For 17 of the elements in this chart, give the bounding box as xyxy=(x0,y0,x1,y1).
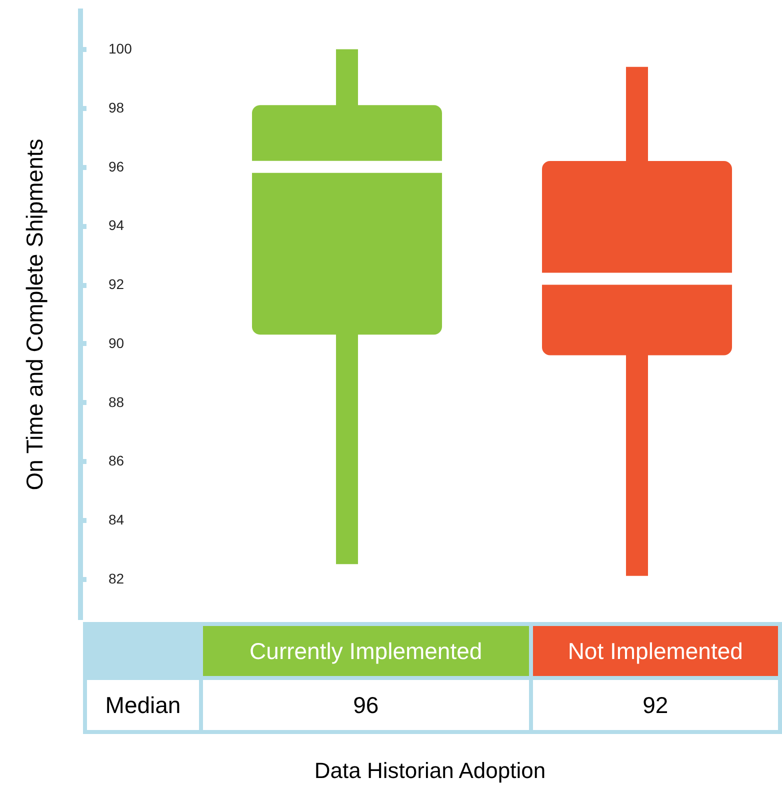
y-tick-label: 98 xyxy=(108,100,124,116)
y-tick-label: 100 xyxy=(108,40,132,57)
y-tick-label: 88 xyxy=(108,394,124,410)
text: 96 xyxy=(203,680,529,730)
y-tick-label: 92 xyxy=(108,276,124,292)
text: Median xyxy=(87,680,199,730)
x-axis-title: Data Historian Adoption xyxy=(313,758,547,784)
x-tick-label: Not Implemented xyxy=(532,626,778,676)
y-tick-label: 96 xyxy=(108,158,124,174)
y-tick-label: 82 xyxy=(108,570,124,586)
y-tick-label: 90 xyxy=(108,334,124,351)
y-axis-title: On Time and Complete Shipments xyxy=(22,138,48,490)
y-tick-label: 94 xyxy=(108,217,124,234)
y-tick-label: 84 xyxy=(108,511,124,528)
text: 92 xyxy=(532,680,778,730)
x-tick-label: Currently Implemented xyxy=(203,626,529,676)
y-tick-label: 86 xyxy=(108,452,124,469)
